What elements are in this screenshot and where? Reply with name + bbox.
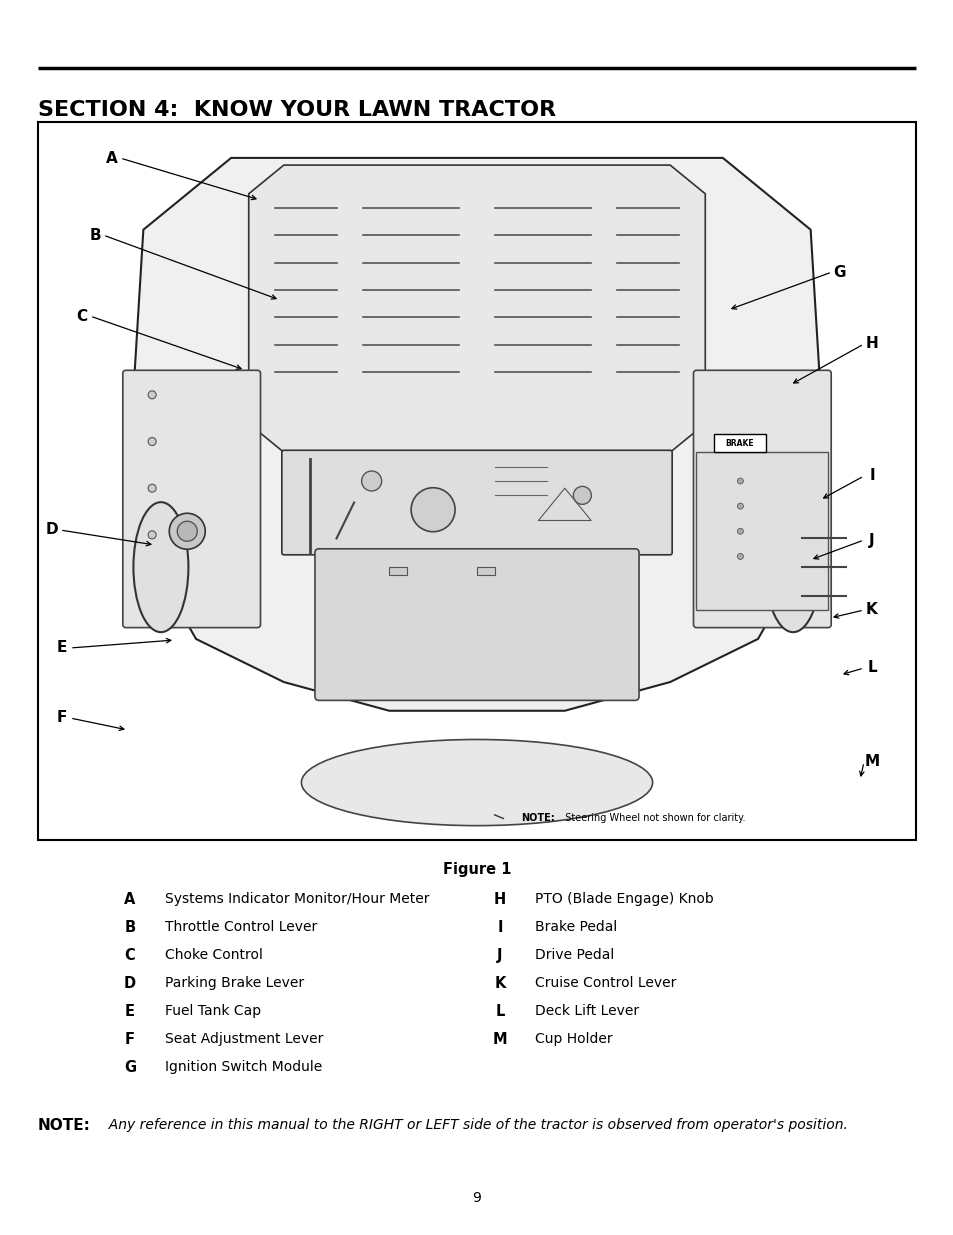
Text: G: G (124, 1060, 136, 1074)
Text: D: D (124, 976, 136, 990)
Text: J: J (497, 948, 502, 963)
Text: NOTE:: NOTE: (520, 814, 554, 824)
Text: L: L (866, 661, 876, 676)
Text: Throttle Control Lever: Throttle Control Lever (165, 920, 317, 934)
Text: Drive Pedal: Drive Pedal (535, 948, 614, 962)
Text: E: E (125, 1004, 135, 1019)
FancyBboxPatch shape (314, 548, 639, 700)
Text: E: E (57, 641, 67, 656)
Circle shape (148, 484, 156, 493)
Circle shape (411, 488, 455, 532)
Text: D: D (46, 522, 58, 537)
Circle shape (148, 531, 156, 538)
Text: I: I (868, 468, 874, 483)
Text: Ignition Switch Module: Ignition Switch Module (165, 1060, 322, 1074)
Polygon shape (249, 165, 704, 452)
Text: F: F (125, 1032, 135, 1047)
Text: Deck Lift Lever: Deck Lift Lever (535, 1004, 639, 1018)
Circle shape (737, 478, 742, 484)
Bar (713, 435, 765, 452)
Ellipse shape (764, 503, 820, 632)
Text: Steering Wheel not shown for clarity.: Steering Wheel not shown for clarity. (558, 814, 744, 824)
Text: Cruise Control Lever: Cruise Control Lever (535, 976, 676, 990)
Text: C: C (76, 309, 88, 324)
Circle shape (169, 514, 205, 550)
Text: PTO (Blade Engage) Knob: PTO (Blade Engage) Knob (535, 892, 713, 906)
Text: Systems Indicator Monitor/Hour Meter: Systems Indicator Monitor/Hour Meter (165, 892, 429, 906)
Text: Any reference in this manual to the RIGHT or LEFT side of the tractor is observe: Any reference in this manual to the RIGH… (100, 1118, 847, 1132)
Circle shape (737, 529, 742, 535)
Circle shape (737, 553, 742, 559)
Text: C: C (125, 948, 135, 963)
Text: F: F (57, 710, 67, 725)
FancyBboxPatch shape (693, 370, 830, 627)
Text: Cup Holder: Cup Holder (535, 1032, 612, 1046)
Circle shape (177, 521, 197, 541)
Circle shape (148, 390, 156, 399)
Text: Figure 1: Figure 1 (442, 862, 511, 877)
Circle shape (737, 503, 742, 509)
Text: K: K (865, 603, 877, 618)
Text: A: A (106, 151, 118, 165)
Circle shape (361, 471, 381, 492)
Bar (38, 122, 915, 840)
Polygon shape (126, 158, 827, 711)
Ellipse shape (301, 740, 652, 826)
Text: H: H (864, 336, 878, 352)
FancyBboxPatch shape (696, 452, 827, 610)
Text: Parking Brake Lever: Parking Brake Lever (165, 976, 304, 990)
Ellipse shape (133, 503, 189, 632)
Text: Choke Control: Choke Control (165, 948, 263, 962)
Text: B: B (89, 227, 101, 242)
Bar (389, 567, 407, 576)
FancyBboxPatch shape (281, 451, 672, 555)
Text: L: L (495, 1004, 504, 1019)
Text: M: M (492, 1032, 507, 1047)
Text: M: M (863, 755, 879, 769)
FancyBboxPatch shape (123, 370, 260, 627)
Text: Seat Adjustment Lever: Seat Adjustment Lever (165, 1032, 323, 1046)
Circle shape (148, 437, 156, 446)
Text: BRAKE: BRAKE (725, 438, 754, 448)
Text: B: B (124, 920, 135, 935)
Text: J: J (868, 532, 874, 547)
Text: Fuel Tank Cap: Fuel Tank Cap (165, 1004, 261, 1018)
Text: 9: 9 (472, 1191, 481, 1205)
Text: NOTE:: NOTE: (38, 1118, 91, 1132)
Text: K: K (494, 976, 505, 990)
Bar (476, 567, 495, 576)
Text: G: G (833, 264, 845, 279)
Circle shape (573, 487, 591, 504)
Text: A: A (124, 892, 135, 906)
Text: SECTION 4:  KNOW YOUR LAWN TRACTOR: SECTION 4: KNOW YOUR LAWN TRACTOR (38, 100, 556, 120)
Text: Brake Pedal: Brake Pedal (535, 920, 617, 934)
Text: H: H (494, 892, 506, 906)
Text: I: I (497, 920, 502, 935)
